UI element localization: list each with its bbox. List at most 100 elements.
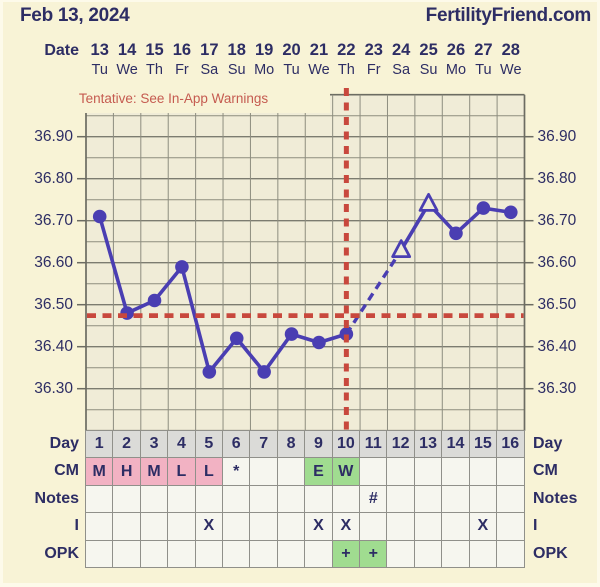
i-cell-day-14[interactable] [442, 513, 470, 541]
cm-cell-day-8[interactable] [277, 458, 306, 486]
day-cell-day-16[interactable]: 16 [497, 431, 525, 459]
i-cell-day-2[interactable] [113, 513, 141, 541]
tentative-temp-triangle-day-12[interactable] [391, 239, 412, 259]
day-cell-day-9[interactable]: 9 [305, 431, 333, 459]
opk-cell-day-3[interactable] [140, 540, 169, 568]
date-number-18[interactable]: 18 [227, 41, 246, 59]
date-number-17[interactable]: 17 [200, 41, 219, 59]
date-number-23[interactable]: 23 [364, 41, 383, 59]
tentative-temp-triangle-day-13[interactable] [418, 192, 439, 212]
opk-cell-day-15[interactable] [469, 540, 498, 568]
notes-cell-day-9[interactable] [305, 485, 333, 514]
opk-cell-day-14[interactable] [442, 540, 470, 568]
i-cell-day-7[interactable] [250, 513, 278, 541]
i-cell-day-11[interactable] [360, 513, 388, 541]
notes-cell-day-4[interactable] [168, 485, 196, 514]
opk-cell-day-6[interactable] [223, 540, 251, 568]
notes-cell-day-6[interactable] [223, 485, 251, 514]
notes-cell-day-14[interactable] [442, 485, 470, 514]
date-number-13[interactable]: 13 [90, 41, 109, 59]
cm-cell-day-6[interactable]: * [223, 458, 251, 486]
temp-point-day-6[interactable] [229, 331, 244, 346]
notes-cell-day-7[interactable] [250, 485, 278, 514]
date-number-26[interactable]: 26 [446, 41, 466, 59]
i-cell-day-4[interactable] [168, 513, 196, 541]
i-cell-day-13[interactable] [414, 513, 443, 541]
date-number-28[interactable]: 28 [501, 41, 520, 59]
notes-cell-day-15[interactable] [469, 485, 498, 514]
day-cell-day-8[interactable]: 8 [277, 431, 306, 459]
i-cell-day-10[interactable]: X [332, 513, 361, 541]
temp-point-day-7[interactable] [257, 365, 271, 379]
tentative-warning[interactable]: Tentative: See In-App Warnings [17, 84, 330, 113]
cm-cell-day-14[interactable] [442, 458, 470, 486]
day-cell-day-2[interactable]: 2 [113, 431, 141, 459]
notes-cell-day-5[interactable] [195, 485, 224, 514]
opk-cell-day-13[interactable] [414, 540, 443, 568]
day-cell-day-5[interactable]: 5 [195, 431, 224, 459]
date-number-22[interactable]: 22 [337, 41, 356, 59]
i-cell-day-6[interactable] [223, 513, 251, 541]
temp-point-day-10[interactable] [339, 327, 354, 341]
opk-cell-day-1[interactable] [86, 540, 114, 568]
i-cell-day-1[interactable] [86, 513, 114, 541]
notes-cell-day-10[interactable] [332, 485, 361, 514]
cm-cell-day-12[interactable] [387, 458, 415, 486]
cm-cell-day-7[interactable] [250, 458, 278, 486]
cm-cell-day-2[interactable]: H [113, 458, 141, 486]
notes-cell-day-3[interactable] [140, 485, 169, 514]
day-cell-day-11[interactable]: 11 [360, 431, 388, 459]
opk-cell-day-11[interactable]: + [360, 540, 388, 568]
temp-point-day-9[interactable] [312, 335, 326, 350]
day-cell-day-12[interactable]: 12 [387, 431, 415, 459]
temp-point-day-3[interactable] [147, 293, 162, 308]
i-cell-day-12[interactable] [387, 513, 415, 541]
opk-cell-day-16[interactable] [497, 540, 525, 568]
cm-cell-day-16[interactable] [497, 458, 525, 486]
date-number-15[interactable]: 15 [145, 41, 164, 59]
cm-cell-day-15[interactable] [469, 458, 498, 486]
cm-cell-day-9[interactable]: E [305, 458, 333, 486]
notes-cell-day-1[interactable] [86, 485, 114, 514]
day-cell-day-3[interactable]: 3 [140, 431, 169, 459]
date-number-14[interactable]: 14 [117, 41, 137, 59]
day-cell-day-7[interactable]: 7 [250, 431, 278, 459]
date-number-20[interactable]: 20 [282, 41, 301, 59]
temp-point-day-4[interactable] [175, 260, 189, 274]
date-number-16[interactable]: 16 [172, 41, 192, 59]
opk-cell-day-10[interactable]: + [332, 540, 361, 568]
opk-cell-day-7[interactable] [250, 540, 278, 568]
temp-point-day-8[interactable] [284, 327, 299, 341]
opk-cell-day-4[interactable] [168, 540, 196, 568]
notes-cell-day-16[interactable] [497, 485, 525, 514]
opk-cell-day-5[interactable] [195, 540, 224, 568]
cm-cell-day-10[interactable]: W [332, 458, 361, 486]
opk-cell-day-2[interactable] [113, 540, 141, 568]
opk-cell-day-8[interactable] [277, 540, 306, 568]
date-number-21[interactable]: 21 [309, 41, 329, 59]
cm-cell-day-1[interactable]: M [86, 458, 114, 486]
i-cell-day-9[interactable]: X [305, 513, 333, 541]
date-number-19[interactable]: 19 [254, 41, 274, 59]
notes-cell-day-2[interactable] [113, 485, 141, 514]
temp-point-day-5[interactable] [202, 365, 217, 379]
day-cell-day-14[interactable]: 14 [442, 431, 470, 459]
day-cell-day-6[interactable]: 6 [223, 431, 251, 459]
day-cell-day-15[interactable]: 15 [469, 431, 498, 459]
notes-cell-day-8[interactable] [277, 485, 306, 514]
temp-point-day-14[interactable] [449, 226, 463, 241]
day-cell-day-13[interactable]: 13 [414, 431, 443, 459]
notes-cell-day-11[interactable]: # [360, 485, 388, 514]
date-number-24[interactable]: 24 [391, 41, 411, 59]
day-cell-day-10[interactable]: 10 [332, 431, 361, 459]
i-cell-day-5[interactable]: X [195, 513, 224, 541]
i-cell-day-15[interactable]: X [469, 513, 498, 541]
notes-cell-day-12[interactable] [387, 485, 415, 514]
i-cell-day-3[interactable] [140, 513, 169, 541]
date-number-27[interactable]: 27 [474, 41, 493, 59]
notes-cell-day-13[interactable] [414, 485, 443, 514]
day-cell-day-4[interactable]: 4 [168, 431, 196, 459]
brand-link[interactable]: FertilityFriend.com [425, 5, 592, 26]
temp-point-day-15[interactable] [476, 201, 491, 215]
cm-cell-day-5[interactable]: L [195, 458, 224, 486]
